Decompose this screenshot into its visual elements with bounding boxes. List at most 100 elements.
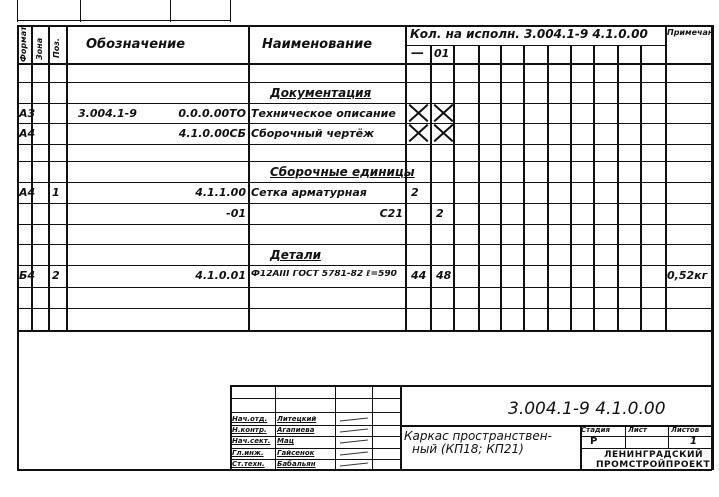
header-name: Наименование: [262, 37, 373, 52]
sheet-label: Лист: [628, 426, 647, 434]
v-rule: [66, 25, 68, 330]
cell-format: Б4: [19, 269, 36, 282]
header-qty: Кол. на исполн. 3.004.1-9 4.1.0.00: [410, 27, 648, 41]
v-rule: [593, 45, 595, 330]
v-rule: [580, 425, 582, 470]
cell-qty: 48: [436, 269, 452, 282]
h-rule: [17, 161, 712, 162]
v-rule: [500, 45, 502, 330]
h-rule: [230, 398, 400, 399]
sheets-label: Листов: [671, 426, 700, 434]
h-rule: [580, 436, 712, 437]
header-variant-dash: —: [411, 46, 424, 61]
cell-qty: 44: [411, 269, 427, 282]
h-rule: [580, 448, 712, 449]
cell-name: Сборочный чертёж: [251, 128, 375, 139]
handwritten-signature: [339, 451, 369, 457]
h-rule: [17, 63, 712, 65]
v-rule: [248, 25, 250, 330]
cell-format: А4: [19, 186, 36, 199]
cell-pos: 1: [52, 186, 60, 199]
header-variant-01: 01: [434, 47, 450, 60]
v-rule: [372, 385, 373, 470]
cell-qty: 2: [411, 186, 419, 199]
v-rule: [523, 45, 525, 330]
v-rule: [170, 0, 171, 22]
v-rule: [453, 45, 455, 330]
cell-pos: 2: [52, 269, 60, 282]
h-rule: [17, 103, 712, 104]
h-rule: [230, 459, 400, 460]
signature-name: Бабальян: [277, 460, 316, 468]
cell-name: Техническое описание: [251, 108, 396, 119]
section-heading: Сборочные единицы: [270, 165, 415, 179]
v-rule: [230, 0, 231, 22]
signature-name: Мац: [277, 437, 294, 445]
signature-name: Агапиева: [277, 426, 315, 434]
h-rule: [17, 25, 712, 27]
h-rule: [17, 182, 712, 183]
h-rule: [17, 144, 712, 145]
header-zone: Зона: [35, 37, 44, 60]
h-rule: [17, 330, 712, 332]
cell-designation: -01: [226, 207, 246, 220]
cell-note: 0,52кг: [667, 269, 708, 282]
handwritten-signature: [339, 462, 369, 468]
signature-name: Гайсенок: [277, 449, 315, 457]
signature-role: Гл.инж.: [232, 449, 264, 457]
v-rule: [478, 45, 480, 330]
v-rule: [570, 45, 572, 330]
signature-name: Литецкий: [277, 415, 317, 423]
header-pos: Поз.: [52, 38, 61, 58]
h-rule: [405, 45, 665, 46]
h-rule: [230, 412, 400, 413]
h-rule: [230, 385, 712, 387]
h-rule: [230, 425, 400, 426]
cell-name: С21: [379, 207, 403, 220]
v-rule: [640, 45, 642, 330]
v-rule: [400, 385, 402, 470]
header-format: Формат: [19, 26, 28, 62]
stage-label: Стадия: [581, 426, 610, 434]
h-rule: [230, 448, 400, 449]
cell-format: А3: [19, 107, 36, 120]
signature-role: Нач.сект.: [232, 437, 271, 445]
signature-role: Ст.техн.: [232, 460, 265, 468]
h-rule: [17, 82, 712, 83]
title-line-2: ный (КП18; КП21): [412, 442, 524, 456]
handwritten-signature: [339, 428, 369, 434]
cross-mark-icon: [433, 104, 453, 122]
v-rule: [711, 25, 714, 470]
cell-name: Ф12АIII ГОСТ 5781-82 ℓ=590: [251, 270, 397, 279]
cell-name: Сетка арматурная: [251, 187, 367, 198]
title-doc-number: 3.004.1-9 4.1.0.00: [508, 399, 666, 419]
h-rule: [17, 265, 712, 266]
v-rule: [275, 385, 276, 470]
h-rule: [17, 123, 712, 124]
cell-designation: 4.1.0.00СБ: [178, 127, 246, 140]
header-note: Примечание: [667, 29, 711, 37]
cross-mark-icon: [408, 104, 428, 122]
h-rule: [17, 244, 712, 245]
v-rule: [405, 25, 407, 330]
v-rule: [430, 45, 432, 330]
h-rule: [17, 287, 712, 288]
v-rule: [48, 25, 50, 330]
sheets-value: 1: [690, 436, 697, 447]
v-rule: [17, 25, 19, 470]
h-rule: [230, 436, 400, 437]
v-rule: [335, 385, 336, 470]
v-rule: [31, 25, 33, 330]
cross-mark-icon: [433, 124, 453, 142]
cell-designation-series: 3.004.1-9: [78, 107, 137, 120]
title-line-1: Каркас пространствен-: [404, 429, 552, 443]
header-designation: Обозначение: [86, 37, 186, 52]
stage-value: Р: [590, 436, 598, 447]
cell-designation: 4.1.0.01: [195, 269, 246, 282]
h-rule: [17, 20, 230, 21]
handwritten-signature: [339, 417, 369, 423]
section-heading: Детали: [270, 248, 322, 262]
signature-role: Нач.отд.: [232, 415, 268, 423]
organization-line-2: ПРОМСТРОЙПРОЕКТ: [596, 460, 711, 470]
v-rule: [665, 25, 667, 330]
